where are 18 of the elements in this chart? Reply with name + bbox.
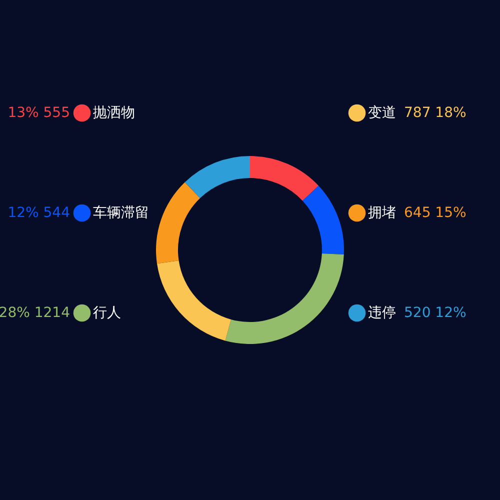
legend-label: 行人 [93, 305, 121, 321]
donut-slice [156, 182, 200, 264]
data-label: 28% 1214 [0, 305, 70, 321]
data-label: 13% 555 [8, 105, 70, 121]
data-label: 787 18% [404, 105, 466, 121]
data-label: 520 12% [404, 305, 466, 321]
donut-slice [156, 260, 232, 341]
legend-label: 拥堵 [368, 205, 396, 221]
data-label: 645 15% [404, 205, 466, 221]
donut-slice [184, 156, 250, 198]
legend-label: 变道 [368, 105, 396, 121]
donut-slice [225, 253, 344, 344]
donut-slice [250, 156, 319, 201]
donut-slice [302, 186, 344, 255]
legend-label: 车辆滞留 [93, 205, 149, 221]
data-label: 12% 544 [8, 205, 70, 221]
legend-label: 抛洒物 [93, 105, 135, 121]
legend-label: 违停 [368, 305, 396, 321]
